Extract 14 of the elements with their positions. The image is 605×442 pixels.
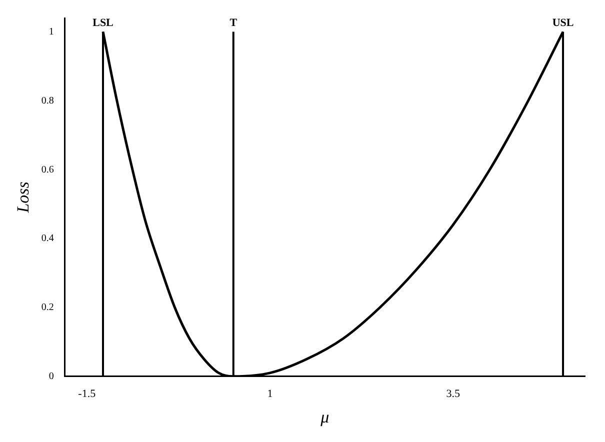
x-tick-label: 3.5 (446, 388, 461, 400)
ref-line-label: T (230, 17, 238, 30)
ref-line-label: USL (552, 17, 574, 30)
y-tick-label: 0.4 (41, 233, 54, 244)
y-tick-label: 0.6 (41, 164, 54, 176)
ref-line-label: LSL (92, 17, 114, 30)
y-axis-title: Loss (14, 181, 33, 214)
y-tick-label: 1 (48, 26, 54, 38)
x-tick-label: 1 (267, 388, 273, 400)
y-tick-label: 0.8 (41, 95, 54, 106)
y-tick-label: 0 (48, 371, 54, 382)
y-tick-label: 0.2 (41, 302, 54, 314)
x-axis-title: μ (320, 407, 330, 426)
x-tick-label: -1.5 (78, 388, 96, 400)
